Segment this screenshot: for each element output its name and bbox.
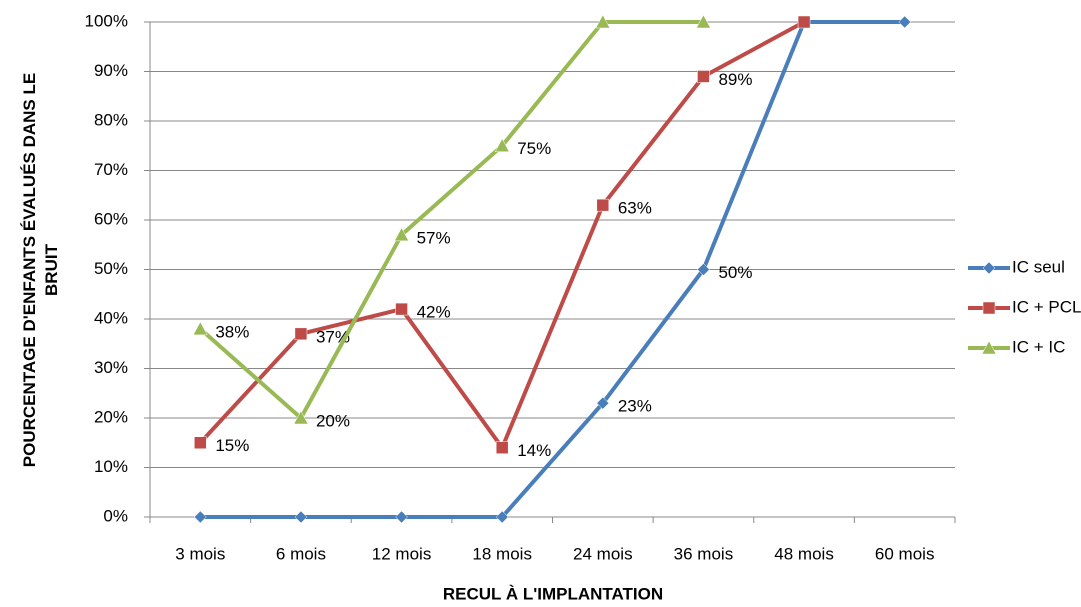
y-tick-label: 0% bbox=[103, 506, 128, 525]
y-tick-label: 90% bbox=[94, 61, 128, 80]
data-label: 23% bbox=[618, 397, 652, 416]
point bbox=[294, 327, 308, 341]
legend-marker bbox=[982, 261, 996, 275]
point bbox=[697, 263, 710, 276]
point bbox=[394, 227, 409, 242]
data-label: 89% bbox=[718, 70, 752, 89]
point bbox=[697, 70, 710, 83]
x-tick-label: 24 mois bbox=[573, 544, 633, 563]
y-tick-label: 40% bbox=[94, 308, 128, 327]
point bbox=[797, 15, 811, 29]
point bbox=[494, 138, 510, 152]
y-tick-label: 80% bbox=[94, 110, 128, 129]
x-axis-title: RECUL À L'IMPLANTATION bbox=[443, 584, 663, 603]
y-tick-label: 60% bbox=[94, 209, 128, 228]
data-label: 75% bbox=[517, 139, 551, 158]
y-axis-title: POURCENTAGE D'ENFANTS ÉVALUÉS DANS LE BR… bbox=[20, 72, 61, 468]
series-line bbox=[198, 20, 806, 450]
point bbox=[495, 510, 509, 524]
series-line bbox=[198, 20, 704, 420]
y-tick-label: 50% bbox=[94, 259, 128, 278]
point bbox=[596, 198, 610, 212]
legend-label: IC + PCL bbox=[1012, 297, 1081, 316]
legend-marker bbox=[982, 301, 996, 315]
point bbox=[193, 510, 207, 524]
x-tick-label: 6 mois bbox=[276, 544, 326, 563]
x-tick-label: 3 mois bbox=[175, 544, 225, 563]
x-tick-label: 48 mois bbox=[774, 544, 834, 563]
point bbox=[293, 410, 309, 425]
legend-marker bbox=[981, 340, 997, 355]
point bbox=[898, 15, 912, 29]
point bbox=[395, 510, 408, 524]
y-tick-label: 10% bbox=[94, 457, 128, 476]
data-label: 15% bbox=[215, 436, 249, 455]
y-tick-label: 70% bbox=[94, 160, 128, 179]
point bbox=[194, 436, 207, 449]
legend-label: IC seul bbox=[1012, 257, 1065, 276]
data-label: 63% bbox=[618, 199, 652, 218]
point bbox=[395, 302, 408, 316]
point bbox=[596, 396, 610, 410]
point bbox=[696, 14, 711, 29]
data-label: 38% bbox=[215, 322, 249, 341]
point bbox=[595, 14, 611, 29]
data-label: 50% bbox=[718, 263, 752, 282]
data-label: 42% bbox=[417, 303, 451, 322]
data-label: 57% bbox=[417, 228, 451, 247]
series-line bbox=[200, 20, 905, 519]
y-tick-label: 20% bbox=[94, 407, 128, 426]
x-tick-label: 18 mois bbox=[472, 544, 532, 563]
data-label: 20% bbox=[316, 411, 350, 430]
y-tick-label: 30% bbox=[94, 358, 128, 377]
x-tick-label: 12 mois bbox=[372, 544, 432, 563]
data-label: 14% bbox=[517, 441, 551, 460]
y-tick-label: 100% bbox=[85, 11, 128, 30]
x-tick-label: 36 mois bbox=[674, 544, 734, 563]
point bbox=[294, 510, 308, 524]
legend-label: IC + IC bbox=[1012, 337, 1065, 356]
point bbox=[192, 321, 208, 336]
x-tick-label: 60 mois bbox=[875, 544, 935, 563]
point bbox=[495, 441, 509, 454]
